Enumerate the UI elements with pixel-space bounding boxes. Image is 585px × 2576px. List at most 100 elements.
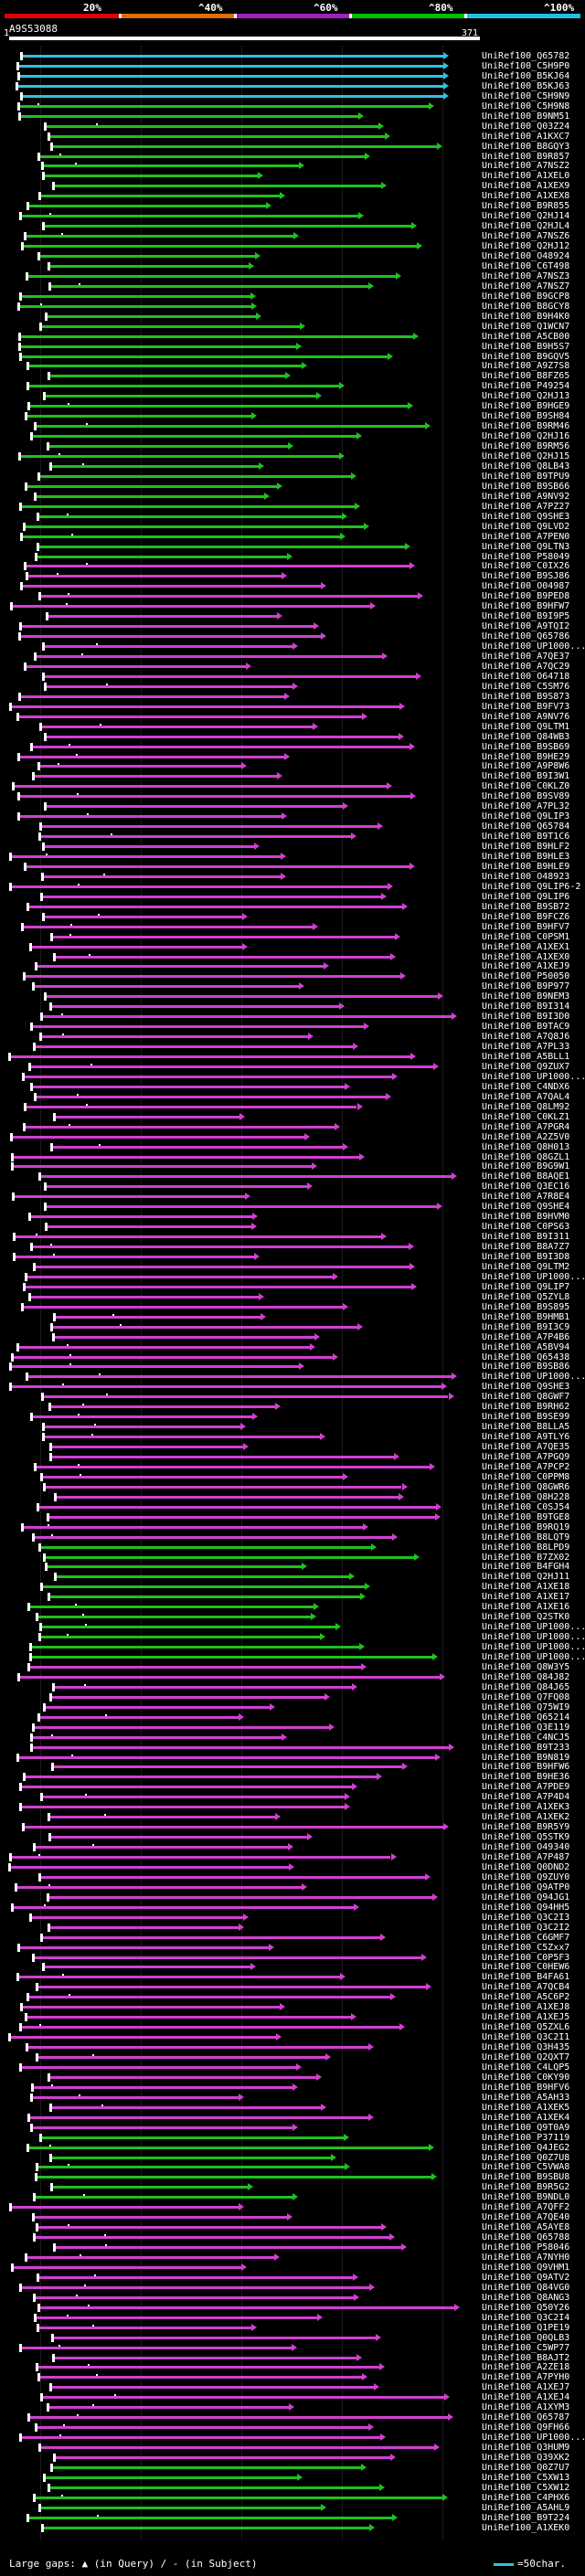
hit-accession-link[interactable]: UniRef100_B9SB69 bbox=[482, 741, 570, 752]
hit-accession-link[interactable]: UniRef100_B9I314 bbox=[482, 1002, 570, 1012]
hit-row[interactable]: UniRef100_P58049 bbox=[0, 552, 585, 563]
hit-accession-link[interactable]: UniRef100_A9Z7S8 bbox=[482, 361, 570, 372]
hit-accession-link[interactable]: UniRef100_A1XEL0 bbox=[482, 171, 570, 182]
hit-accession-link[interactable]: UniRef100_Q2HJ14 bbox=[482, 211, 570, 222]
hit-accession-link[interactable]: UniRef100_B9H5S7 bbox=[482, 341, 570, 352]
hit-row[interactable]: UniRef100_B8AJT2 bbox=[0, 2353, 585, 2364]
hit-row[interactable]: UniRef100_P50050 bbox=[0, 971, 585, 982]
hit-accession-link[interactable]: UniRef100_Q9ZUY0 bbox=[482, 1871, 570, 1882]
hit-row[interactable]: UniRef100_UP1000... bbox=[0, 1372, 585, 1383]
hit-row[interactable]: UniRef100_C0PSM1 bbox=[0, 932, 585, 943]
hit-accession-link[interactable]: UniRef100_A9NV76 bbox=[482, 711, 570, 722]
hit-accession-link[interactable]: UniRef100_B8GQY3 bbox=[482, 141, 570, 152]
hit-accession-link[interactable]: UniRef100_B9GQV5 bbox=[482, 351, 570, 362]
hit-accession-link[interactable]: UniRef100_Q1WCN7 bbox=[482, 321, 570, 332]
hit-row[interactable]: UniRef100_A5BLL1 bbox=[0, 1052, 585, 1063]
hit-accession-link[interactable]: UniRef100_B9TPU9 bbox=[482, 471, 570, 482]
hit-row[interactable]: UniRef100_Q9ATV2 bbox=[0, 2273, 585, 2284]
hit-row[interactable]: UniRef100_C5H9N9 bbox=[0, 91, 585, 102]
hit-accession-link[interactable]: UniRef100_Q65438 bbox=[482, 1352, 570, 1362]
hit-accession-link[interactable]: UniRef100_B9I9P5 bbox=[482, 611, 570, 622]
hit-row[interactable]: UniRef100_B9N819 bbox=[0, 1753, 585, 1764]
hit-accession-link[interactable]: UniRef100_B9TAC9 bbox=[482, 1022, 570, 1033]
hit-accession-link[interactable]: UniRef100_B9PED8 bbox=[482, 591, 570, 602]
hit-accession-link[interactable]: UniRef100_UP1000... bbox=[482, 641, 585, 652]
hit-row[interactable]: UniRef100_UP1000... bbox=[0, 1072, 585, 1083]
hit-row[interactable]: UniRef100_C5WP77 bbox=[0, 2343, 585, 2354]
hit-accession-link[interactable]: UniRef100_Q8GWR6 bbox=[482, 1481, 570, 1492]
hit-row[interactable]: UniRef100_Q3HUM9 bbox=[0, 2443, 585, 2454]
hit-accession-link[interactable]: UniRef100_O04987 bbox=[482, 581, 570, 592]
hit-accession-link[interactable]: UniRef100_Q2QXT7 bbox=[482, 2052, 570, 2062]
hit-accession-link[interactable]: UniRef100_A9TLY6 bbox=[482, 1432, 570, 1443]
hit-accession-link[interactable]: UniRef100_C0KY90 bbox=[482, 2072, 570, 2083]
hit-row[interactable]: UniRef100_A1XEJ8 bbox=[0, 2002, 585, 2013]
hit-row[interactable]: UniRef100_B9T1C6 bbox=[0, 832, 585, 843]
hit-row[interactable]: UniRef100_C0PS63 bbox=[0, 1222, 585, 1233]
hit-row[interactable]: UniRef100_Q65782 bbox=[0, 51, 585, 62]
hit-accession-link[interactable]: UniRef100_Q8W3Y5 bbox=[482, 1661, 570, 1672]
hit-row[interactable]: UniRef100_B9PED8 bbox=[0, 591, 585, 602]
hit-accession-link[interactable]: UniRef100_B9HLF2 bbox=[482, 842, 570, 853]
hit-accession-link[interactable]: UniRef100_P50050 bbox=[482, 971, 570, 982]
hit-row[interactable]: UniRef100_C0PPM8 bbox=[0, 1472, 585, 1483]
hit-accession-link[interactable]: UniRef100_Q0Z7U8 bbox=[482, 2152, 570, 2163]
hit-accession-link[interactable]: UniRef100_A7QC29 bbox=[482, 661, 570, 672]
hit-row[interactable]: UniRef100_Q1WCN7 bbox=[0, 322, 585, 333]
hit-accession-link[interactable]: UniRef100_A7QFF2 bbox=[482, 2202, 570, 2213]
hit-accession-link[interactable]: UniRef100_A7NSZ6 bbox=[482, 231, 570, 242]
hit-accession-link[interactable]: UniRef100_P58046 bbox=[482, 2242, 570, 2253]
hit-row[interactable]: UniRef100_Q9LIP3 bbox=[0, 811, 585, 822]
hit-accession-link[interactable]: UniRef100_C5VWA8 bbox=[482, 2162, 570, 2173]
hit-accession-link[interactable]: UniRef100_A2ZE18 bbox=[482, 2362, 570, 2373]
hit-accession-link[interactable]: UniRef100_A5BV94 bbox=[482, 1341, 570, 1352]
hit-accession-link[interactable]: UniRef100_Q84WB3 bbox=[482, 731, 570, 742]
hit-accession-link[interactable]: UniRef100_Q7FQ08 bbox=[482, 1691, 570, 1702]
hit-row[interactable]: UniRef100_Q2QXT7 bbox=[0, 2052, 585, 2063]
hit-row[interactable]: UniRef100_B4FGH4 bbox=[0, 1562, 585, 1573]
hit-accession-link[interactable]: UniRef100_B8LLA5 bbox=[482, 1422, 570, 1433]
hit-accession-link[interactable]: UniRef100_B5KJ63 bbox=[482, 80, 570, 91]
hit-row[interactable]: UniRef100_B9NEM3 bbox=[0, 991, 585, 1002]
hit-row[interactable]: UniRef100_Q65438 bbox=[0, 1352, 585, 1363]
hit-accession-link[interactable]: UniRef100_C0SJ54 bbox=[482, 1501, 570, 1512]
hit-row[interactable]: UniRef100_B9SB66 bbox=[0, 482, 585, 493]
hit-row[interactable]: UniRef100_A7Q8J6 bbox=[0, 1032, 585, 1043]
hit-row[interactable]: UniRef100_Q8LM92 bbox=[0, 1102, 585, 1113]
hit-row[interactable]: UniRef100_B9RH62 bbox=[0, 1402, 585, 1413]
hit-accession-link[interactable]: UniRef100_Q8GZL1 bbox=[482, 1151, 570, 1162]
hit-row[interactable]: UniRef100_Q84VG0 bbox=[0, 2283, 585, 2294]
hit-row[interactable]: UniRef100_C6T498 bbox=[0, 261, 585, 272]
hit-accession-link[interactable]: UniRef100_B9H4K0 bbox=[482, 311, 570, 322]
hit-row[interactable]: UniRef100_Q8ANG3 bbox=[0, 2293, 585, 2304]
hit-row[interactable]: UniRef100_A5AYE8 bbox=[0, 2222, 585, 2233]
hit-accession-link[interactable]: UniRef100_Q84J65 bbox=[482, 1681, 570, 1692]
hit-row[interactable]: UniRef100_B9SBU8 bbox=[0, 2172, 585, 2183]
hit-row[interactable]: UniRef100_C4NCJ5 bbox=[0, 1733, 585, 1744]
hit-accession-link[interactable]: UniRef100_B9NEM3 bbox=[482, 991, 570, 1002]
hit-accession-link[interactable]: UniRef100_B9SBU8 bbox=[482, 2172, 570, 2183]
hit-accession-link[interactable]: UniRef100_B9SB72 bbox=[482, 901, 570, 912]
hit-accession-link[interactable]: UniRef100_Q8H228 bbox=[482, 1491, 570, 1502]
hit-accession-link[interactable]: UniRef100_Q9VHM1 bbox=[482, 2262, 570, 2273]
hit-row[interactable]: UniRef100_C5XW12 bbox=[0, 2483, 585, 2494]
hit-accession-link[interactable]: UniRef100_A7PEN0 bbox=[482, 531, 570, 542]
hit-row[interactable]: UniRef100_B9R855 bbox=[0, 201, 585, 212]
hit-row[interactable]: UniRef100_B5KJ64 bbox=[0, 71, 585, 82]
hit-accession-link[interactable]: UniRef100_O48923 bbox=[482, 871, 570, 882]
hit-accession-link[interactable]: UniRef100_A1XEJ8 bbox=[482, 2002, 570, 2013]
hit-accession-link[interactable]: UniRef100_A1XE17 bbox=[482, 1592, 570, 1603]
hit-accession-link[interactable]: UniRef100_B9R857 bbox=[482, 151, 570, 162]
hit-accession-link[interactable]: UniRef100_C0KLZ1 bbox=[482, 1111, 570, 1122]
hit-accession-link[interactable]: UniRef100_P58049 bbox=[482, 551, 570, 562]
hit-accession-link[interactable]: UniRef100_B9I3W1 bbox=[482, 771, 570, 782]
hit-accession-link[interactable]: UniRef100_C0PPM8 bbox=[482, 1471, 570, 1482]
hit-row[interactable]: UniRef100_B8GCY8 bbox=[0, 302, 585, 313]
hit-row[interactable]: UniRef100_Q9LIP7 bbox=[0, 1282, 585, 1293]
hit-accession-link[interactable]: UniRef100_UP1000... bbox=[482, 1071, 585, 1082]
hit-row[interactable]: UniRef100_Q3EC16 bbox=[0, 1182, 585, 1193]
hit-accession-link[interactable]: UniRef100_B9FV73 bbox=[482, 701, 570, 712]
hit-accession-link[interactable]: UniRef100_B9RQ19 bbox=[482, 1521, 570, 1532]
hit-row[interactable]: UniRef100_B9HGE9 bbox=[0, 401, 585, 412]
hit-accession-link[interactable]: UniRef100_Q94JG1 bbox=[482, 1892, 570, 1903]
